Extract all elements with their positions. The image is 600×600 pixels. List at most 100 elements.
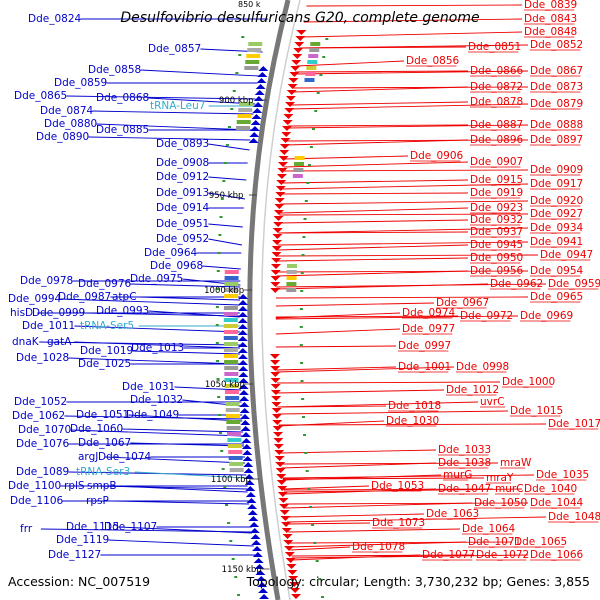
left-leader-line bbox=[92, 110, 254, 115]
feature-block bbox=[304, 78, 315, 82]
feature-block bbox=[286, 276, 297, 280]
left-gene-label: Dde_0976 bbox=[78, 278, 132, 290]
reverse-gene-arrow bbox=[286, 90, 297, 95]
left-leader-line bbox=[39, 341, 240, 346]
reverse-gene-arrow bbox=[276, 174, 287, 179]
right-leader-line bbox=[303, 18, 523, 23]
right-gene-label: Dde_0954 bbox=[530, 265, 584, 277]
right-leader-line bbox=[278, 231, 469, 234]
feature-block bbox=[223, 336, 238, 340]
left-gene-label: tRNA-Leu7 bbox=[150, 100, 205, 112]
right-leader-line bbox=[277, 254, 539, 257]
right-gene-label: Dde_1040 bbox=[524, 483, 577, 495]
left-gene-label: Dde_0951 bbox=[156, 218, 209, 230]
feature-block bbox=[305, 72, 316, 76]
right-gene-label: Dde_1018 bbox=[388, 400, 441, 412]
tick-mark bbox=[311, 128, 315, 130]
left-gene-label: Dde_1106 bbox=[10, 495, 64, 507]
left-gene-label: Dde_1025 bbox=[78, 358, 131, 370]
left-leader-line bbox=[139, 296, 241, 301]
reverse-gene-arrow bbox=[283, 114, 294, 119]
right-gene-label: Dde_0851 bbox=[468, 41, 521, 53]
right-gene-label: Dde_0974 bbox=[402, 307, 456, 319]
kbp-label-fragment: 850 k bbox=[238, 0, 261, 9]
right-gene-label: Dde_1015 bbox=[510, 405, 563, 417]
right-gene-label: Dde_1044 bbox=[530, 497, 584, 509]
forward-gene-arrow bbox=[239, 408, 250, 413]
reverse-gene-arrow bbox=[270, 378, 281, 383]
forward-gene-arrow bbox=[239, 402, 250, 407]
right-leader-line bbox=[295, 70, 469, 73]
left-gene-label: Dde_0964 bbox=[144, 247, 198, 259]
feature-block bbox=[248, 42, 263, 46]
reverse-gene-arrow bbox=[284, 546, 295, 551]
reverse-gene-arrow bbox=[275, 192, 286, 197]
left-leader-line bbox=[113, 500, 250, 505]
forward-gene-arrow bbox=[238, 390, 249, 395]
forward-gene-arrow bbox=[248, 138, 259, 143]
tick-mark bbox=[299, 326, 303, 328]
feature-block bbox=[294, 162, 305, 166]
left-gene-label: Dde_0913 bbox=[156, 187, 209, 199]
tick-mark bbox=[219, 216, 223, 218]
right-gene-label: Dde_0906 bbox=[410, 150, 464, 162]
forward-gene-arrow bbox=[254, 90, 265, 95]
reverse-gene-arrow bbox=[270, 384, 281, 389]
left-gene-label: tRNA-Ser3 bbox=[76, 466, 130, 478]
forward-gene-arrow bbox=[245, 486, 256, 491]
right-leader-line bbox=[292, 86, 469, 93]
reverse-gene-arrow bbox=[275, 462, 286, 467]
left-leader-line bbox=[64, 415, 243, 420]
right-leader-line bbox=[286, 516, 547, 523]
tick-mark bbox=[315, 560, 319, 562]
forward-gene-arrow bbox=[249, 528, 260, 533]
right-gene-label: Dde_1048 bbox=[548, 511, 600, 523]
feature-block bbox=[227, 432, 242, 436]
right-leader-line bbox=[279, 213, 529, 216]
reverse-gene-arrow bbox=[285, 558, 296, 563]
reverse-gene-arrow bbox=[281, 528, 292, 533]
tick-mark bbox=[217, 252, 221, 254]
right-gene-label: Dde_1012 bbox=[446, 384, 499, 396]
left-leader-line bbox=[105, 456, 246, 464]
right-gene-label: Dde_0888 bbox=[530, 119, 583, 131]
right-leader-line bbox=[278, 227, 529, 234]
reverse-gene-arrow bbox=[271, 414, 282, 419]
tick-mark bbox=[223, 486, 227, 488]
right-gene-label: Dde_1071 bbox=[468, 536, 521, 548]
left-gene-label: Dde_0999 bbox=[32, 307, 85, 319]
forward-gene-arrow bbox=[253, 558, 264, 563]
forward-gene-arrow bbox=[254, 564, 265, 569]
reverse-gene-arrow bbox=[270, 360, 281, 365]
forward-gene-arrow bbox=[248, 516, 259, 521]
right-gene-label: Dde_0896 bbox=[470, 134, 524, 146]
tick-mark bbox=[305, 470, 309, 472]
right-gene-label: Dde_1078 bbox=[352, 541, 405, 553]
right-leader-line bbox=[281, 183, 529, 190]
feature-block bbox=[225, 402, 240, 406]
right-gene-label: mraY bbox=[486, 472, 514, 484]
tick-mark bbox=[300, 380, 304, 382]
right-leader-line bbox=[277, 257, 469, 262]
feature-block bbox=[306, 66, 317, 70]
right-gene-label: Dde_1073 bbox=[372, 517, 425, 529]
tick-mark bbox=[309, 506, 313, 508]
left-gene-label: gatA bbox=[47, 336, 72, 348]
left-leader-line bbox=[74, 325, 240, 333]
right-leader-line bbox=[289, 541, 467, 548]
feature-block bbox=[239, 102, 254, 106]
forward-gene-arrow bbox=[252, 552, 263, 557]
reverse-gene-arrow bbox=[271, 252, 282, 257]
left-gene-label: Dde_0880 bbox=[44, 118, 97, 130]
left-gene-label: Dde_0912 bbox=[156, 171, 209, 183]
feature-block bbox=[225, 396, 240, 400]
left-gene-label: Dde_1076 bbox=[16, 438, 70, 450]
right-leader-line bbox=[289, 541, 513, 544]
kbp-label: 1050 kbp bbox=[205, 380, 245, 390]
right-leader-line bbox=[279, 207, 469, 214]
reverse-gene-arrow bbox=[280, 516, 291, 521]
left-gene-label: Dde_0952 bbox=[156, 233, 209, 245]
left-leader-line bbox=[134, 471, 247, 479]
reverse-gene-arrow bbox=[270, 390, 281, 395]
reverse-gene-arrow bbox=[284, 108, 295, 113]
